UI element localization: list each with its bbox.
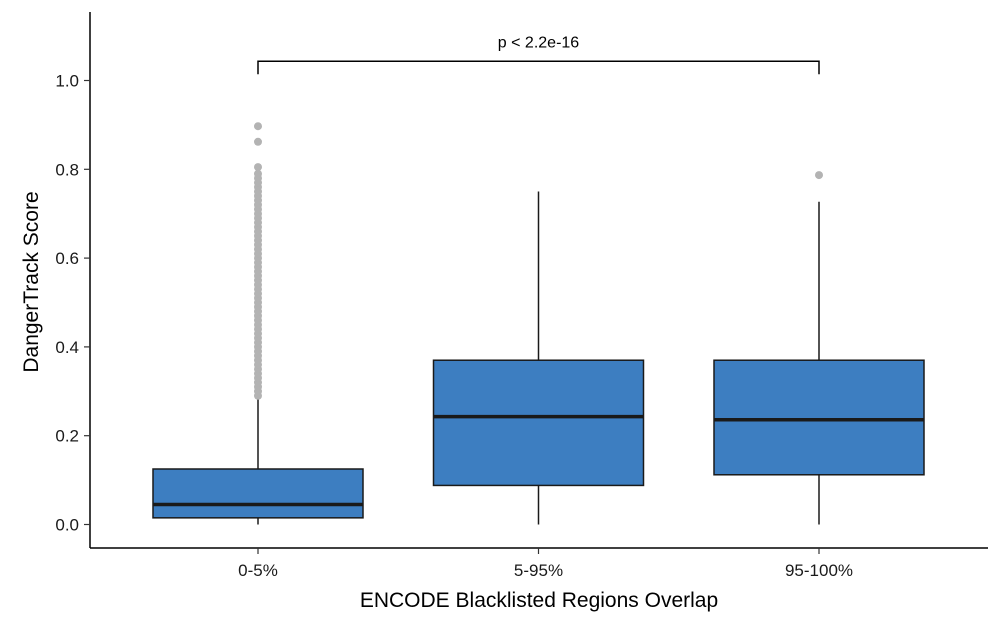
box-iqr — [713, 359, 925, 476]
x-tick-label: 0-5% — [238, 561, 278, 580]
x-axis-title: ENCODE Blacklisted Regions Overlap — [360, 589, 718, 612]
significance-annotation: p < 2.2e-16 — [257, 34, 820, 75]
significance-label: p < 2.2e-16 — [498, 34, 580, 51]
boxes-layer — [152, 122, 925, 525]
y-tick-label: 0.2 — [55, 427, 79, 446]
box-group-0-5% — [152, 122, 364, 525]
x-tick-label: 95-100% — [785, 561, 853, 580]
outlier-point — [254, 163, 262, 172]
box-group-5-95% — [432, 191, 645, 525]
y-tick-label: 0.8 — [55, 160, 79, 179]
y-axis-title: DangerTrack Score — [20, 191, 43, 372]
outlier-point — [254, 122, 262, 131]
y-tick-label: 1.0 — [55, 72, 79, 91]
x-tick-label: 5-95% — [514, 561, 563, 580]
outlier-point — [815, 171, 823, 180]
axes: 0.0 0.2 0.4 0.6 0.8 1.0 0-5% 5-95% 95-100% — [55, 12, 988, 580]
y-tick-label: 0.4 — [55, 338, 79, 357]
box-group-95-100% — [713, 171, 925, 525]
significance-bracket — [257, 60, 820, 75]
outlier-point — [254, 137, 262, 146]
outlier-point — [254, 169, 262, 178]
box-iqr — [152, 468, 364, 519]
y-tick-label: 0.6 — [55, 249, 79, 268]
box-iqr — [432, 359, 645, 487]
y-tick-label: 0.0 — [55, 516, 79, 535]
